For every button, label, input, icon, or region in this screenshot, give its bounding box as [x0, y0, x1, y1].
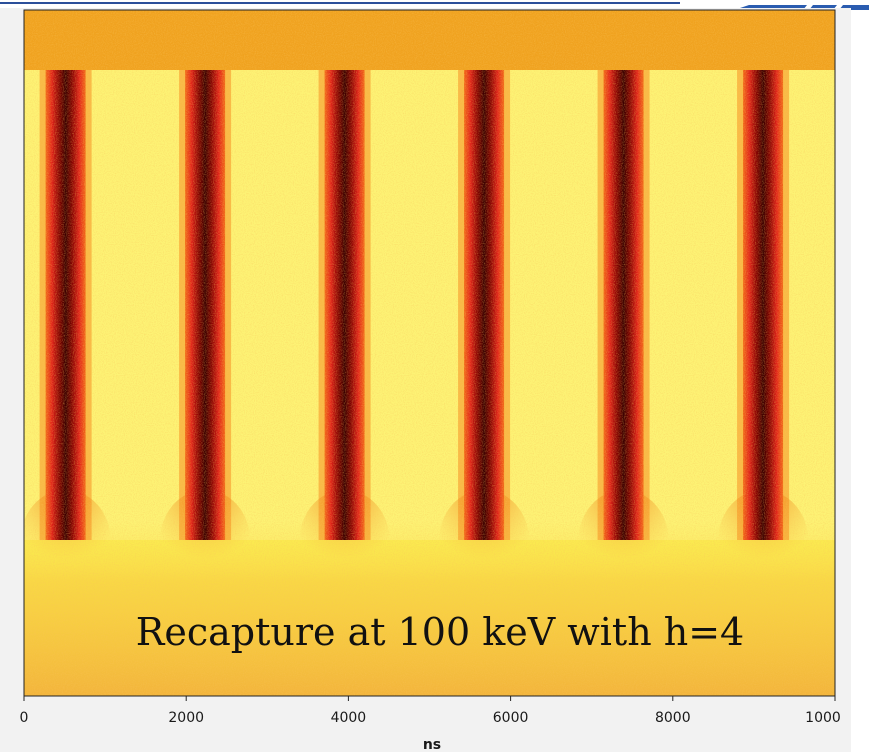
x-tick-label: 2000	[168, 710, 204, 726]
recapture-annotation: Recapture at 100 keV with h=4	[136, 610, 744, 654]
x-tick-label: 1000	[805, 710, 841, 726]
noise-texture	[24, 10, 835, 696]
plot-area	[24, 10, 835, 696]
x-tick-label: 0	[20, 710, 29, 726]
x-axis-label: ns	[423, 737, 441, 752]
x-axis: 0 2000 4000 6000 8000 1000	[20, 696, 841, 726]
x-tick-label: 4000	[331, 710, 367, 726]
x-tick-label: 8000	[655, 710, 691, 726]
header-rule	[0, 2, 680, 4]
plot-border	[23, 9, 836, 697]
x-tick-label: 6000	[493, 710, 529, 726]
